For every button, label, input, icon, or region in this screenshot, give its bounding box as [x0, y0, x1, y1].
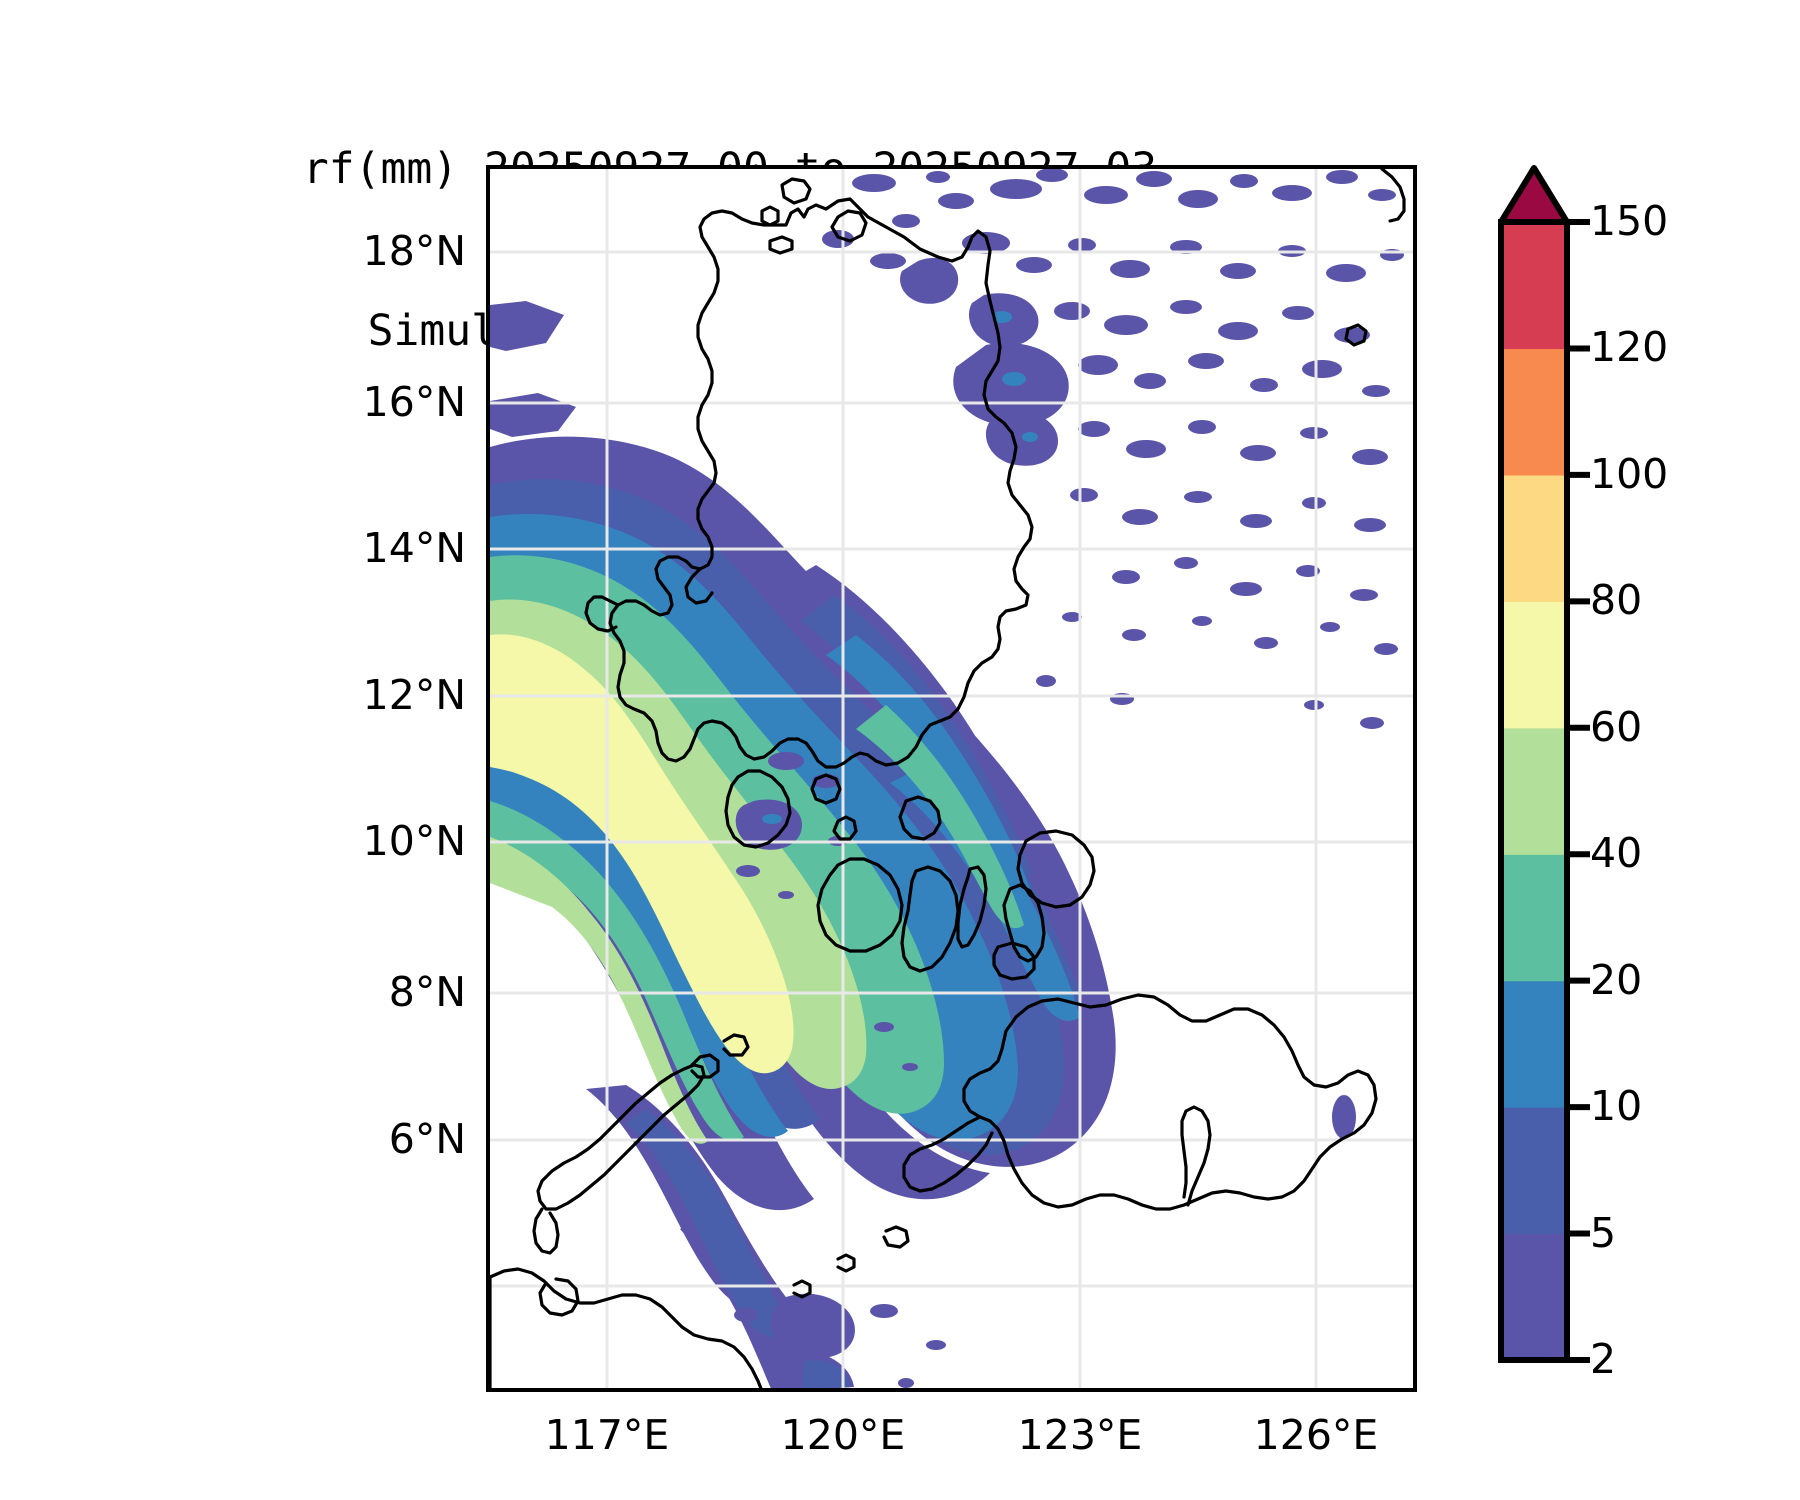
ytick-label-18n: 18°N [362, 227, 466, 275]
colorbar-extend-max-arrow [1498, 165, 1570, 225]
ytick-label-12n: 12°N [362, 671, 466, 719]
colorbar-band-80-100 [1504, 474, 1564, 602]
colorbar-band-10-20 [1504, 980, 1564, 1108]
coastline-layer [490, 169, 1406, 1388]
colorbar-tick-label-100: 100 [1590, 449, 1669, 498]
colorbar-band-5-10 [1504, 1107, 1564, 1235]
colorbar-band-60-80 [1504, 601, 1564, 729]
scattered-cells-east [822, 169, 1404, 729]
ytick-label-8n: 8°N [388, 968, 466, 1016]
ytick-label-16n: 16°N [362, 378, 466, 426]
ytick-label-10n: 10°N [362, 817, 466, 865]
map-gridlines [490, 169, 1413, 1388]
colorbar-band-120-150 [1504, 222, 1564, 350]
colorbar-tick-label-20: 20 [1590, 955, 1643, 1004]
colorbar-tick-label-5: 5 [1590, 1208, 1617, 1257]
colorbar-tick-label-120: 120 [1590, 323, 1669, 372]
colorbar-tick-label-150: 150 [1590, 197, 1669, 245]
colorbar-tick-label-10: 10 [1590, 1082, 1643, 1131]
colorbar-tick-label-2: 2 [1590, 1335, 1617, 1383]
colorbar-tick-label-80: 80 [1590, 576, 1643, 625]
colorbar-tick-label-60: 60 [1590, 702, 1643, 751]
ytick-label-6n: 6°N [388, 1115, 466, 1163]
colorbar-outline [1498, 219, 1570, 1363]
colorbar-ticks [1567, 219, 1590, 1363]
xtick-label-120e: 120°E [780, 1411, 906, 1459]
xtick-label-126e: 126°E [1253, 1411, 1379, 1459]
colorbar: 2 5 10 20 40 60 80 100 120 150 [1498, 160, 1798, 1400]
colorbar-tick-label-40: 40 [1590, 829, 1643, 878]
map-plot-area [486, 165, 1417, 1392]
rainfall-contours [490, 169, 1404, 1388]
colorbar-bands [1504, 222, 1564, 1361]
colorbar-band-2-5 [1504, 1233, 1564, 1361]
colorbar-canvas [1498, 165, 1590, 1363]
colorbar-band-20-40 [1504, 854, 1564, 982]
colorbar-band-100-120 [1504, 348, 1564, 476]
map-canvas [490, 169, 1413, 1388]
xtick-label-123e: 123°E [1017, 1411, 1143, 1459]
xtick-label-117e: 117°E [544, 1411, 670, 1459]
colorbar-band-40-60 [1504, 727, 1564, 855]
ytick-label-14n: 14°N [362, 524, 466, 572]
